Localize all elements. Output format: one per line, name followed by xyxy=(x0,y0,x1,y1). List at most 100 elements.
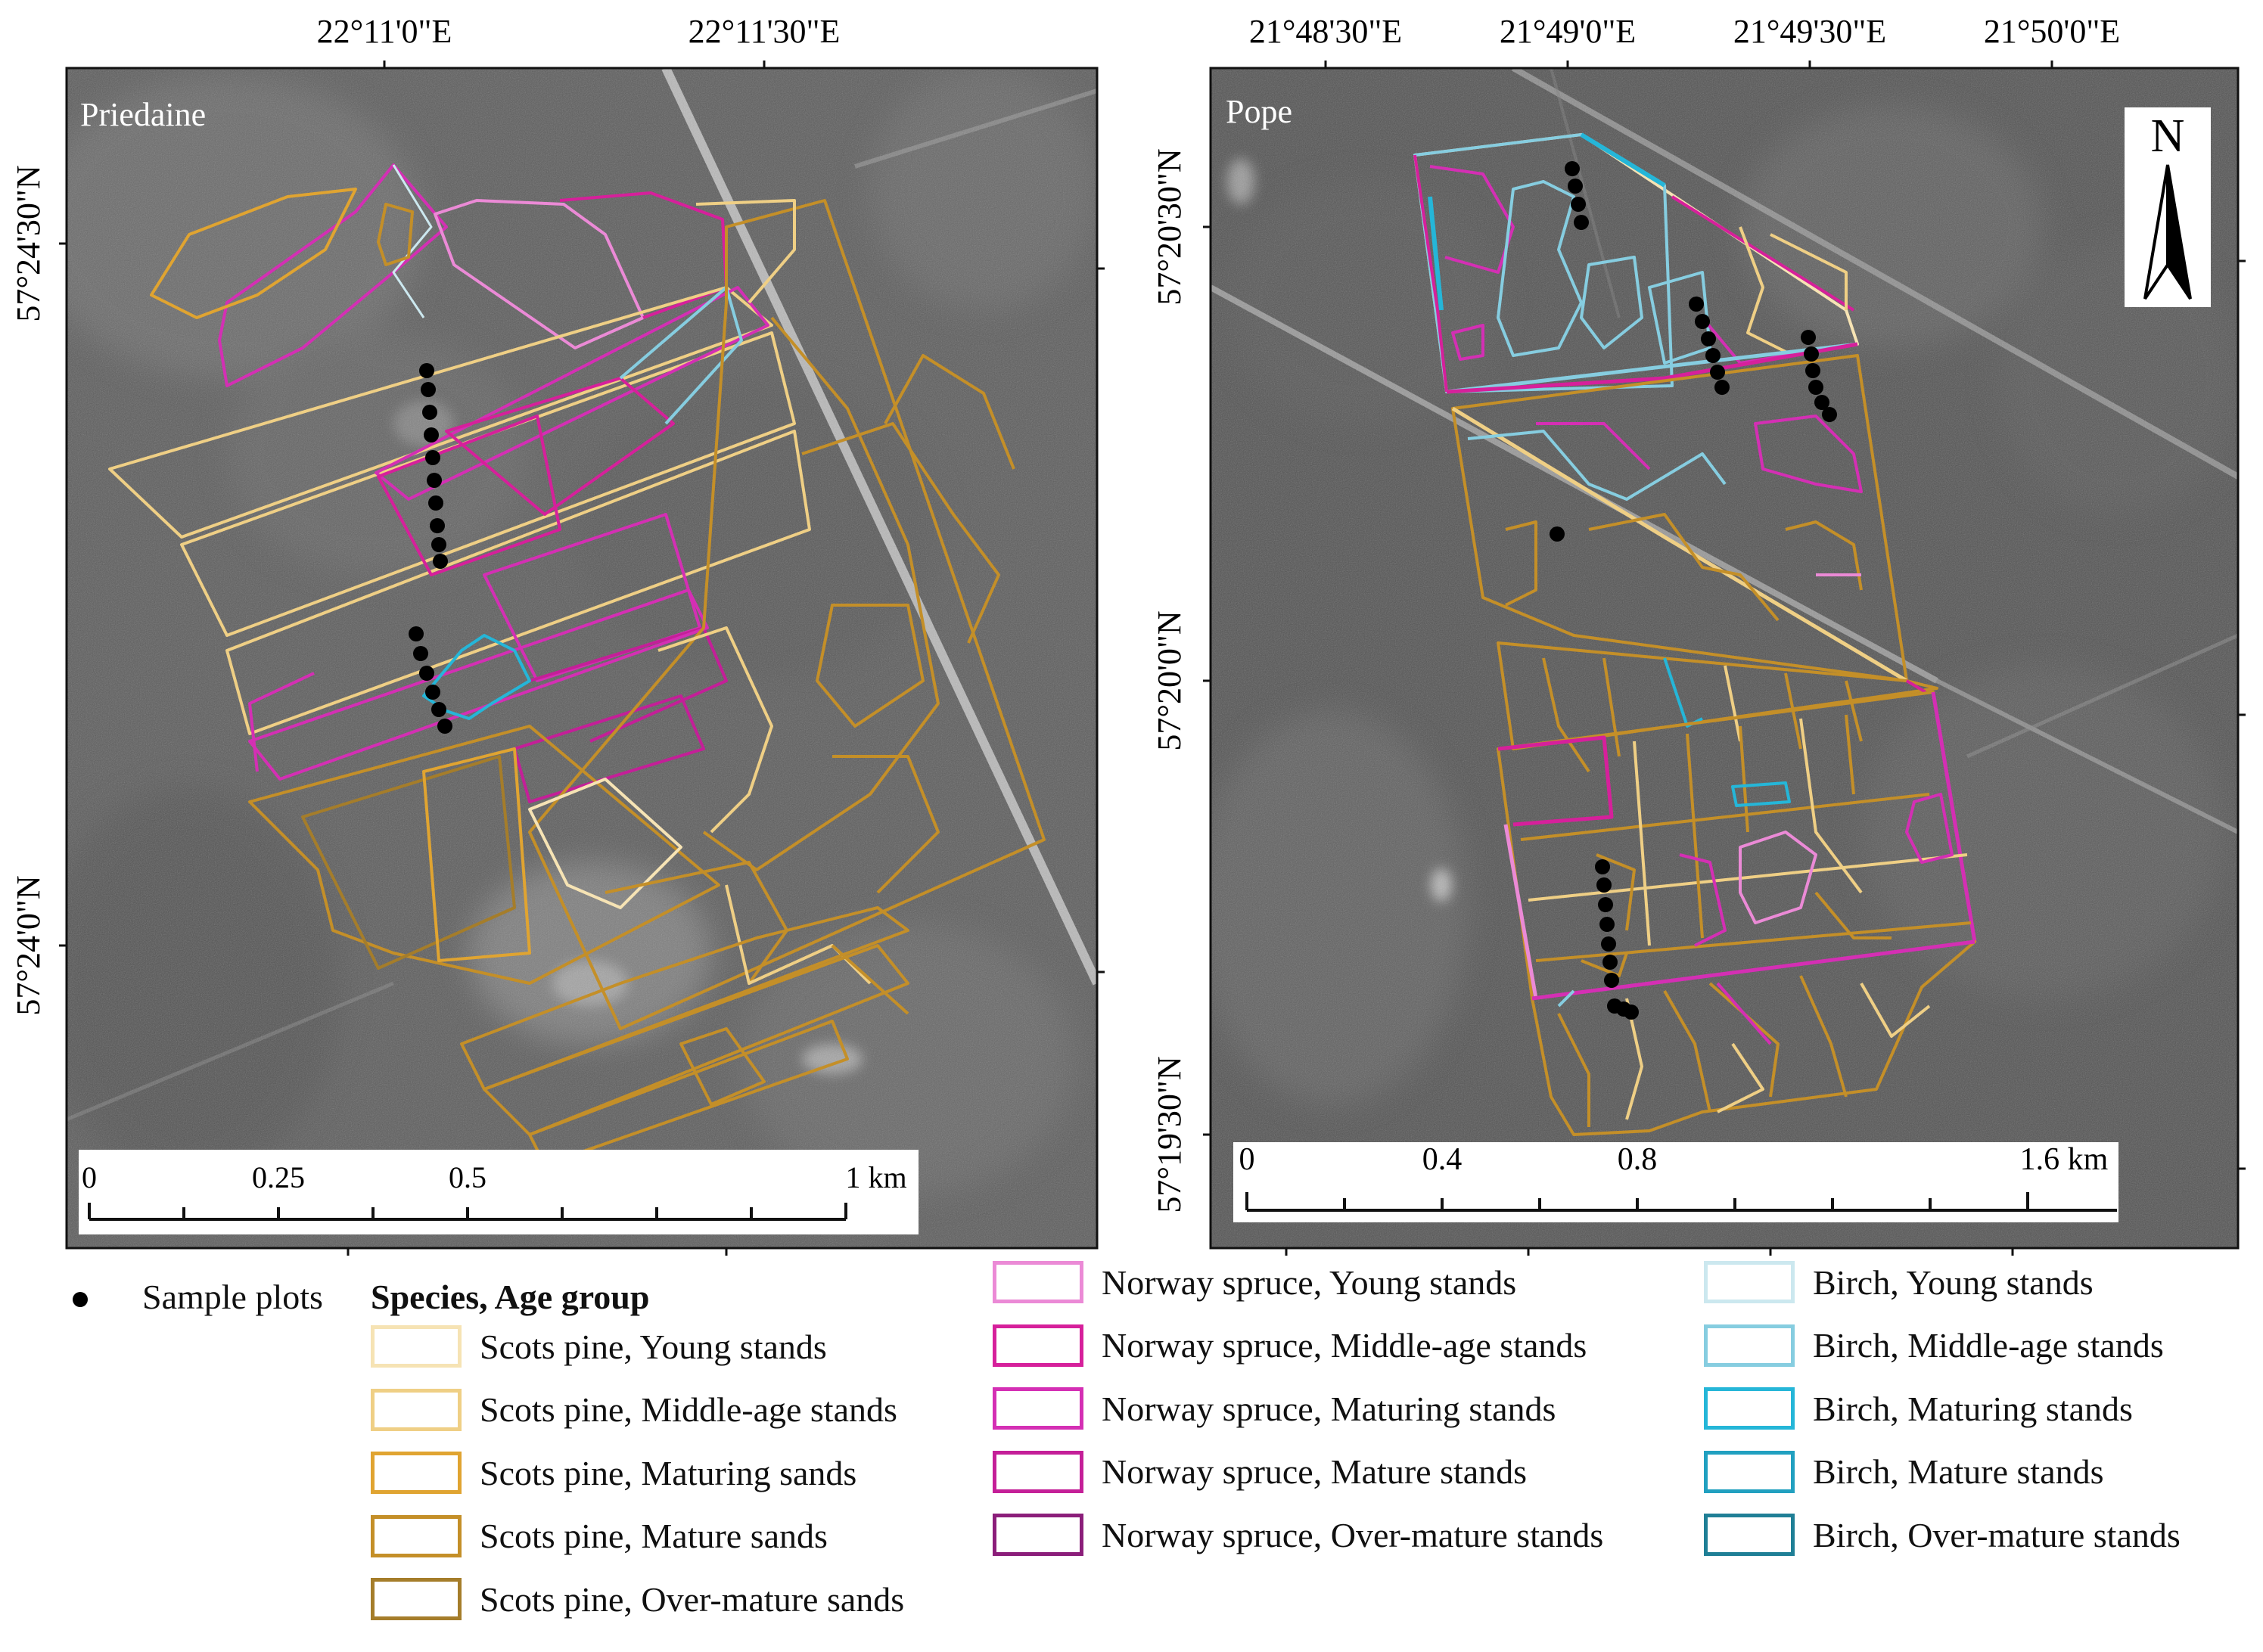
legend: Sample plots Species, Age group Scots pi… xyxy=(0,1256,2263,1652)
sample-plot-dot xyxy=(1710,365,1725,380)
sample-plot-dot xyxy=(430,518,445,533)
sample-plot-dot xyxy=(431,702,446,717)
map-title-pope: Pope xyxy=(1226,93,1292,130)
legend-label: Scots pine, Young stands xyxy=(480,1327,827,1366)
sample-plot-dot xyxy=(1689,297,1704,312)
scale-bar: 0 0.25 0.5 1 km xyxy=(79,1150,919,1234)
legend-item: Norway spruce, Over-mature stands xyxy=(993,1508,1603,1561)
legend-swatch xyxy=(993,1450,1083,1493)
map-priedaine: Priedaine 22°11'0"E 22°11'30"E 57°24'30"… xyxy=(10,13,1105,1256)
legend-item: Norway spruce, Mature stands xyxy=(993,1446,1527,1498)
sample-plot-dot xyxy=(425,450,440,465)
sample-plot-dot xyxy=(437,719,452,734)
legend-label: Norway spruce, Over-mature stands xyxy=(1102,1515,1604,1554)
sample-plot-dot xyxy=(427,473,442,488)
legend-item: Scots pine, Mature sands xyxy=(371,1510,828,1563)
north-label: N xyxy=(2151,110,2185,162)
sample-plot-dot xyxy=(1714,380,1730,395)
sample-plot-dot xyxy=(419,363,434,378)
sample-plot-dot xyxy=(1602,955,1618,970)
scale-tick-label: 1 km xyxy=(845,1160,906,1194)
legend-label: Birch, Middle-age stands xyxy=(1813,1326,2164,1365)
legend-swatch xyxy=(371,1388,462,1431)
scale-tick-label: 0.4 xyxy=(1422,1142,1463,1177)
legend-label: Norway spruce, Young stands xyxy=(1102,1262,1517,1302)
legend-item: Scots pine, Young stands xyxy=(371,1320,827,1373)
legend-swatch xyxy=(993,1261,1083,1303)
sample-plot-dot xyxy=(425,685,440,700)
legend-label: Birch, Maturing stands xyxy=(1813,1389,2133,1428)
lon-label: 21°50'0"E xyxy=(1984,13,2120,50)
map-title-priedaine: Priedaine xyxy=(80,96,206,133)
legend-swatch xyxy=(371,1578,462,1620)
sample-plot-dot xyxy=(1571,197,1586,212)
legend-swatch xyxy=(371,1514,462,1557)
sample-plot-dot xyxy=(1604,973,1619,988)
lat-label: 57°24'30"N xyxy=(10,165,47,321)
north-arrow-icon: N xyxy=(2125,107,2211,307)
legend-sample-plots: Sample plots xyxy=(142,1278,323,1316)
legend-item: Birch, Mature stands xyxy=(1704,1446,2104,1498)
map-pope: Pope 21°48'30"E 21°49'0"E 21°49'30"E 21°… xyxy=(1151,13,2246,1256)
lat-label: 57°19'30"N xyxy=(1151,1056,1188,1213)
legend-swatch xyxy=(993,1324,1083,1367)
legend-label: Norway spruce, Mature stands xyxy=(1102,1452,1528,1491)
sample-plot-dot xyxy=(422,405,437,420)
sample-plot-dot xyxy=(1550,526,1565,542)
sample-plot-dot xyxy=(419,666,434,681)
scale-tick-label: 0.8 xyxy=(1618,1142,1658,1177)
legend-swatch xyxy=(1704,1450,1795,1493)
sample-plot-dot xyxy=(409,626,424,641)
legend-label: Scots pine, Over-mature sands xyxy=(480,1579,905,1619)
legend-item: Birch, Over-mature stands xyxy=(1704,1508,2181,1561)
legend-item: Scots pine, Maturing sands xyxy=(371,1446,856,1499)
sample-plot-dot xyxy=(1624,1005,1639,1020)
lat-label: 57°24'0"N xyxy=(10,875,47,1015)
legend-swatch xyxy=(1704,1387,1795,1430)
sample-plot-dot xyxy=(1804,346,1819,362)
sample-plot-dot xyxy=(1601,936,1616,952)
sample-plot-dot xyxy=(1595,859,1610,874)
lon-label: 21°49'0"E xyxy=(1500,13,1636,50)
legend-swatch xyxy=(371,1452,462,1494)
sample-plot-dot xyxy=(428,495,443,511)
lon-label: 21°49'30"E xyxy=(1733,13,1886,50)
scale-tick-label: 0.25 xyxy=(252,1160,305,1194)
sample-plot-dot xyxy=(1568,179,1583,194)
legend-heading: Species, Age group xyxy=(371,1278,650,1316)
sample-plot-dot xyxy=(1574,215,1589,230)
lon-label: 21°48'30"E xyxy=(1249,13,1402,50)
lat-label: 57°20'30"N xyxy=(1151,148,1188,305)
sample-plot-dot xyxy=(1705,348,1721,363)
legend-item: Birch, Middle-age stands xyxy=(1704,1319,2164,1372)
legend-item: Norway spruce, Maturing stands xyxy=(993,1382,1556,1435)
scale-tick-label: 0 xyxy=(82,1160,97,1194)
maps-figure: Priedaine 22°11'0"E 22°11'30"E 57°24'30"… xyxy=(10,13,2246,1256)
sample-plot-dot xyxy=(1596,877,1612,893)
legend-label: Norway spruce, Maturing stands xyxy=(1102,1389,1556,1428)
sample-plot-dot xyxy=(431,537,446,552)
legend-item: Scots pine, Middle-age stands xyxy=(371,1383,897,1436)
legend-swatch xyxy=(371,1325,462,1368)
legend-item: Norway spruce, Middle-age stands xyxy=(993,1319,1587,1372)
scale-tick-label: 1.6 km xyxy=(2020,1142,2109,1177)
sample-plot-dot xyxy=(1565,161,1580,176)
sample-plot-dot xyxy=(421,382,436,397)
legend-swatch xyxy=(993,1514,1083,1556)
sample-plot-dot xyxy=(1822,407,1837,422)
legend-label: Birch, Mature stands xyxy=(1813,1452,2104,1491)
sample-plot-dot xyxy=(1701,331,1716,346)
scale-tick-label: 0.5 xyxy=(449,1160,486,1194)
lon-label: 22°11'0"E xyxy=(317,13,452,50)
legend-label: Scots pine, Mature sands xyxy=(480,1517,828,1555)
legend-swatch xyxy=(1704,1261,1795,1303)
sample-plot-dot xyxy=(413,646,428,661)
scale-tick-label: 0 xyxy=(1239,1142,1255,1177)
sample-plot-dot xyxy=(1801,330,1816,345)
lat-label: 57°20'0"N xyxy=(1151,610,1188,750)
legend-swatch xyxy=(1704,1324,1795,1367)
legend-label: Birch, Over-mature stands xyxy=(1813,1515,2181,1554)
sample-plot-dot xyxy=(1598,897,1613,912)
sample-plot-dot xyxy=(1695,314,1710,329)
legend-swatch xyxy=(1704,1514,1795,1556)
